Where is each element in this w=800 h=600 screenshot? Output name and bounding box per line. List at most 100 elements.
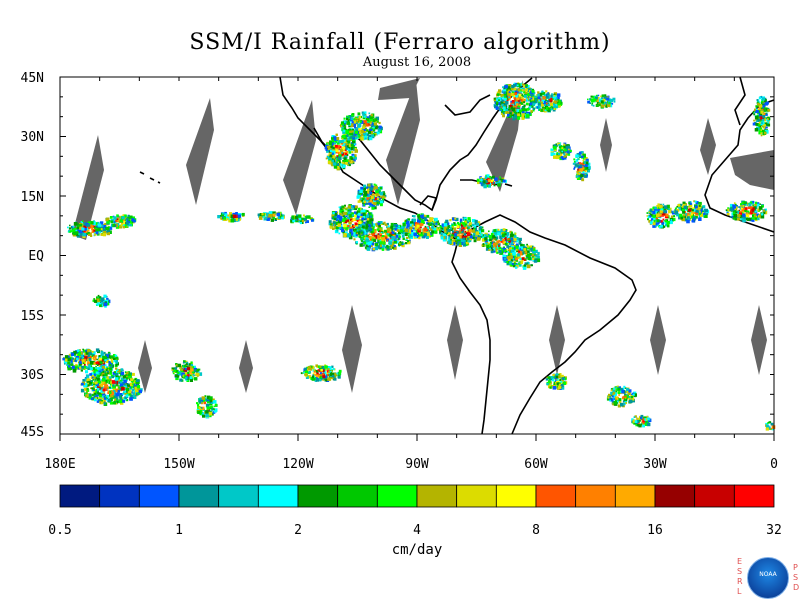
rain-pixel — [488, 235, 492, 239]
rain-pixel — [181, 372, 185, 377]
rain-pixel — [545, 90, 548, 93]
rain-pixel — [605, 103, 608, 107]
rain-pixel — [374, 198, 377, 201]
rain-pixel — [304, 367, 307, 371]
rain-pixel — [84, 377, 87, 380]
rain-pixel — [352, 158, 356, 162]
rain-pixel — [74, 355, 76, 357]
rain-pixel — [184, 368, 187, 371]
rain-pixel — [85, 374, 90, 378]
rain-pixel — [477, 230, 482, 234]
rain-pixel — [373, 235, 378, 239]
rain-pixel — [529, 106, 532, 109]
rain-pixel — [96, 358, 98, 361]
rain-pixel — [350, 218, 353, 222]
rain-pixel — [346, 134, 350, 138]
rain-pixel — [343, 223, 347, 228]
rain-pixel — [330, 142, 334, 146]
rain-pixel — [512, 105, 515, 108]
rain-pixel — [462, 222, 466, 226]
rain-pixel — [378, 189, 380, 191]
rain-pixel — [339, 148, 343, 152]
rain-pixel — [360, 218, 362, 221]
rain-pixel — [509, 115, 512, 117]
rain-pixel — [137, 387, 140, 390]
rain-pixel — [465, 235, 468, 238]
rain-pixel — [72, 225, 75, 228]
rain-pixel — [511, 106, 514, 110]
rain-pixel — [75, 363, 78, 366]
rain-pixel — [443, 224, 448, 229]
rain-pixel — [482, 234, 485, 237]
rain-pixel — [94, 226, 96, 229]
rain-pixel — [94, 233, 97, 236]
rain-pixel — [109, 386, 111, 389]
rain-pixel — [529, 92, 531, 94]
rain-pixel — [350, 117, 354, 121]
rain-pixel — [342, 164, 346, 168]
rain-pixel — [450, 228, 453, 232]
rain-pixel — [513, 250, 516, 253]
rain-pixel — [575, 154, 579, 158]
rain-pixel — [372, 226, 375, 229]
rain-pixel — [332, 147, 336, 150]
rain-pixel — [555, 143, 557, 145]
rain-pixel — [347, 216, 351, 220]
rain-pixel — [331, 144, 335, 148]
rain-pixel — [342, 157, 345, 159]
rain-pixel — [587, 100, 590, 104]
rain-pixel — [498, 250, 502, 254]
rain-pixel — [130, 385, 133, 389]
rain-pixel — [484, 234, 487, 237]
rain-pixel — [512, 258, 515, 260]
rain-pixel — [367, 185, 371, 189]
rain-pixel — [348, 235, 353, 240]
rain-pixel — [454, 217, 457, 220]
rain-pixel — [358, 132, 360, 134]
rain-pixel — [312, 372, 315, 375]
rain-pixel — [517, 116, 521, 120]
rain-pixel — [94, 394, 97, 397]
rain-pixel — [205, 403, 210, 408]
rain-pixel — [511, 262, 515, 266]
rain-pixel — [87, 389, 89, 392]
rain-pixel — [338, 154, 342, 158]
rain-pixel — [102, 374, 105, 377]
rain-pixel — [396, 227, 399, 229]
rain-pixel — [361, 213, 364, 216]
rain-pixel — [577, 170, 581, 174]
rain-pixel — [394, 225, 398, 229]
rain-pixel — [667, 207, 670, 211]
rain-pixel — [606, 97, 610, 101]
rain-pixel — [80, 388, 85, 393]
rain-pixel — [684, 218, 688, 222]
rain-pixel — [518, 114, 522, 117]
rain-pixel — [105, 369, 108, 372]
rain-pixel — [68, 229, 70, 232]
rain-pixel — [67, 357, 71, 361]
rain-pixel — [109, 393, 114, 398]
rain-pixel — [468, 239, 472, 243]
rain-pixel — [336, 219, 339, 222]
rain-pixel — [91, 387, 94, 390]
rain-pixel — [581, 155, 584, 158]
rain-pixel — [366, 197, 369, 200]
rain-pixel — [104, 382, 108, 385]
rain-pixel — [119, 397, 123, 401]
rain-pixel — [690, 215, 694, 219]
rain-pixel — [120, 224, 123, 227]
rain-pixel — [407, 229, 412, 233]
rain-pixel — [527, 262, 530, 265]
rain-pixel — [522, 246, 526, 249]
rain-pixel — [662, 203, 665, 206]
rain-pixel — [81, 359, 85, 363]
rain-pixel — [355, 211, 359, 214]
rain-pixel — [481, 238, 486, 242]
rain-pixel — [527, 88, 531, 92]
rain-pixel — [326, 372, 329, 375]
rain-pixel — [183, 372, 188, 376]
rain-pixel — [505, 98, 509, 102]
rain-pixel — [362, 233, 365, 236]
rain-pixel — [118, 399, 123, 403]
rain-pixel — [464, 219, 467, 221]
